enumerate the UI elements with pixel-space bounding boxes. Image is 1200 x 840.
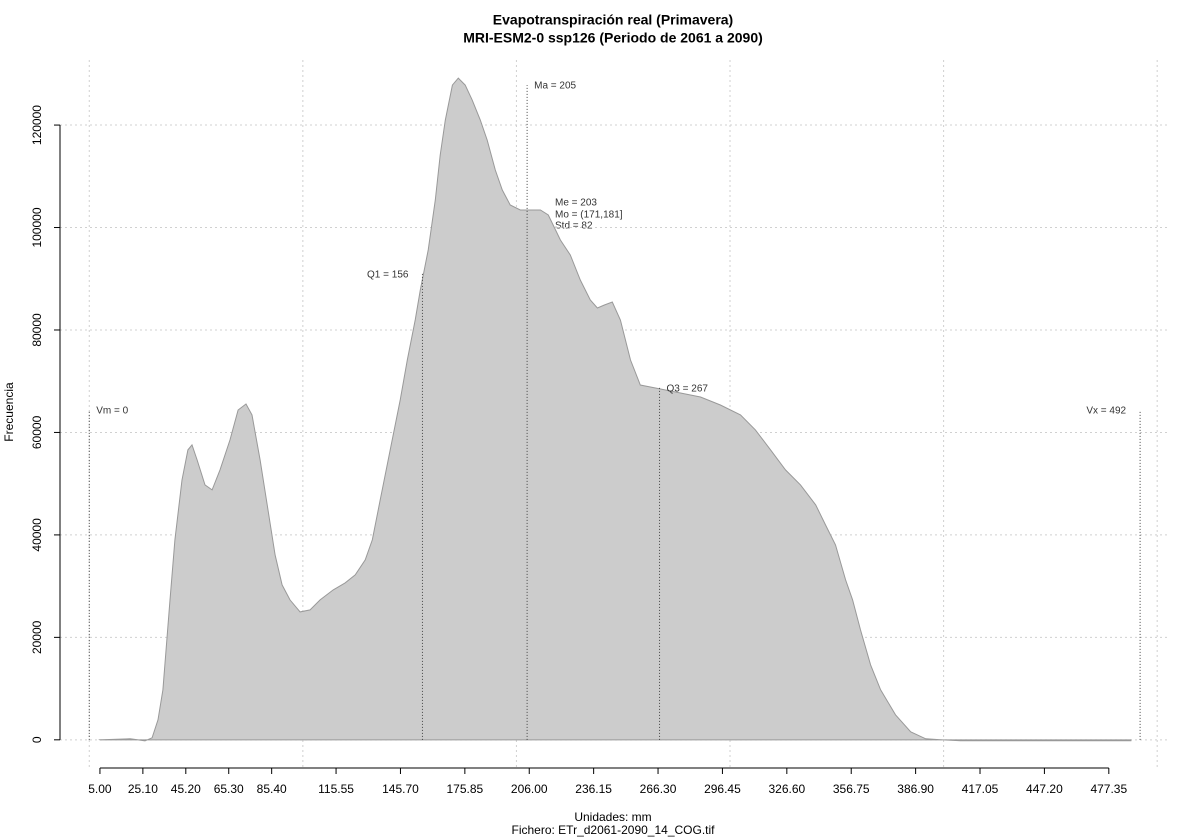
x-tick-label: 25.10 (128, 782, 158, 796)
x-tick-label: 5.00 (88, 782, 112, 796)
y-tick-label: 60000 (30, 415, 44, 449)
x-tick-label: 85.40 (257, 782, 287, 796)
stat-text: Mo = (171,181] (555, 210, 623, 221)
stat-label: Ma = 205 (534, 81, 576, 92)
x-tick-label: 65.30 (214, 782, 244, 796)
stat-label: Q3 = 267 (667, 384, 709, 395)
y-tick-label: 0 (30, 736, 44, 743)
stat-label: Vm = 0 (96, 406, 128, 417)
stat-label: Q1 = 156 (367, 269, 409, 280)
chart-subtitle: MRI-ESM2-0 ssp126 (Periodo de 2061 a 209… (463, 30, 763, 46)
x-tick-label: 326.60 (768, 782, 805, 796)
chart-title: Evapotranspiración real (Primavera) (493, 12, 733, 28)
stat-text: Std = 82 (555, 221, 593, 232)
x-tick-label: 356.75 (833, 782, 870, 796)
x-tick-label: 477.35 (1090, 782, 1127, 796)
x-tick-label: 386.90 (897, 782, 934, 796)
y-tick-label: 20000 (30, 620, 44, 654)
x-tick-label: 266.30 (640, 782, 677, 796)
x-tick-label: 296.45 (704, 782, 741, 796)
x-tick-label: 45.20 (171, 782, 201, 796)
stat-text: Me = 203 (555, 198, 597, 209)
y-tick-label: 120000 (30, 105, 44, 145)
x-tick-label: 175.85 (446, 782, 483, 796)
stat-label: Vx = 492 (1086, 406, 1126, 417)
x-tick-label: 447.20 (1026, 782, 1063, 796)
x-tick-label: 206.00 (511, 782, 548, 796)
x-axis-label: Unidades: mm (574, 810, 651, 824)
density-area (98, 77, 1132, 742)
y-tick-label: 80000 (30, 313, 44, 347)
x-tick-label: 145.70 (382, 782, 419, 796)
y-tick-label: 100000 (30, 207, 44, 247)
x-tick-label: 115.55 (318, 782, 354, 796)
x-tick-label: 417.05 (962, 782, 999, 796)
y-axis-label: Frecuencia (2, 382, 16, 442)
file-label: Fichero: ETr_d2061-2090_14_COG.tif (512, 823, 716, 837)
y-tick-label: 40000 (30, 518, 44, 552)
x-tick-label: 236.15 (575, 782, 612, 796)
